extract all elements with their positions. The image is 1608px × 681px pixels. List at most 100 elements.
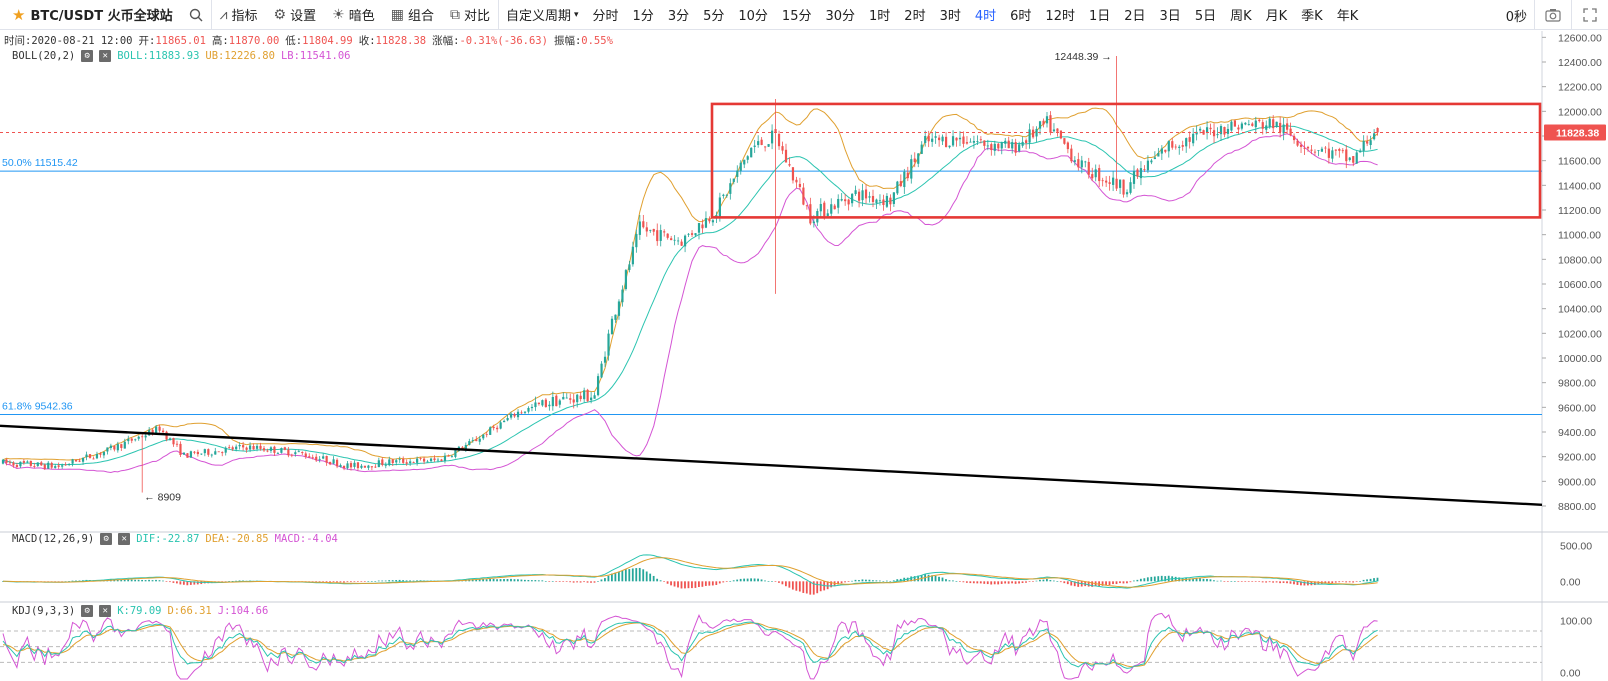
candle bbox=[95, 451, 99, 460]
period-tab[interactable]: 周K bbox=[1230, 9, 1252, 24]
candle-body bbox=[224, 447, 227, 453]
candle bbox=[1021, 136, 1024, 148]
macd-settings-icon[interactable]: ⚙ bbox=[100, 533, 113, 545]
macd-histogram-bar bbox=[144, 580, 147, 582]
candle bbox=[1122, 179, 1125, 198]
boll-close-icon[interactable]: ✕ bbox=[99, 50, 112, 62]
candle bbox=[506, 414, 509, 422]
compare-button[interactable]: ⧉ 对比 bbox=[442, 0, 498, 30]
star-icon[interactable]: ★ bbox=[12, 5, 26, 24]
candle-body bbox=[1188, 137, 1191, 142]
kdj-close-icon[interactable]: ✕ bbox=[99, 605, 112, 617]
period-tab[interactable]: 4时 bbox=[974, 9, 997, 24]
period-tab[interactable]: 6时 bbox=[1010, 9, 1032, 24]
macd-histogram-bar bbox=[642, 569, 645, 582]
candle bbox=[1129, 177, 1132, 195]
candle bbox=[1139, 161, 1143, 186]
candle-body bbox=[151, 429, 154, 434]
layout-icon: ▦ bbox=[390, 6, 404, 23]
period-tab[interactable]: 12时 bbox=[1045, 9, 1075, 24]
candle bbox=[26, 460, 29, 464]
period-tab[interactable]: 5日 bbox=[1194, 9, 1217, 24]
boll-settings-icon[interactable]: ⚙ bbox=[81, 50, 94, 62]
chart-canvas[interactable]: 12600.0012400.0012200.0012000.0011800.00… bbox=[0, 31, 1608, 681]
candle bbox=[1331, 146, 1334, 163]
kdj-settings-icon[interactable]: ⚙ bbox=[81, 605, 94, 617]
macd-histogram-bar bbox=[1004, 581, 1007, 584]
candle-body bbox=[558, 400, 561, 405]
macd-histogram-bar bbox=[558, 581, 561, 582]
candle bbox=[405, 459, 408, 466]
macd-histogram-bar bbox=[1087, 581, 1090, 587]
candle bbox=[120, 443, 123, 452]
macd-histogram-bar bbox=[1265, 581, 1268, 583]
macd-histogram-bar bbox=[137, 579, 140, 582]
candle-body bbox=[1247, 124, 1250, 125]
macd-histogram-bar bbox=[489, 578, 491, 582]
fullscreen-icon[interactable] bbox=[1572, 0, 1608, 30]
candle bbox=[308, 453, 311, 458]
macd-histogram-bar bbox=[670, 581, 672, 586]
candle-body bbox=[1042, 120, 1045, 125]
candle-body bbox=[910, 159, 913, 179]
macd-histogram-bar bbox=[621, 570, 624, 582]
period-tab[interactable]: 2日 bbox=[1124, 9, 1146, 24]
candle-body bbox=[478, 438, 481, 442]
camera-icon[interactable] bbox=[1535, 0, 1571, 30]
period-tab[interactable]: 5分 bbox=[703, 9, 725, 24]
candle-body bbox=[304, 453, 307, 457]
indicator-button[interactable]: ⩘ 指标 bbox=[212, 0, 266, 30]
candle bbox=[297, 449, 300, 453]
macd-histogram-bar bbox=[127, 579, 130, 582]
candle bbox=[1306, 145, 1310, 152]
sun-button[interactable]: ☀ 暗色 bbox=[324, 0, 383, 30]
search-icon[interactable] bbox=[181, 0, 211, 30]
period-tab[interactable]: 年K bbox=[1336, 9, 1359, 24]
candle-body bbox=[318, 458, 321, 460]
period-tab[interactable]: 30分 bbox=[825, 9, 856, 24]
period-tab[interactable]: 3分 bbox=[667, 9, 690, 24]
candle-body bbox=[301, 452, 304, 454]
period-tab[interactable]: 1日 bbox=[1088, 9, 1111, 24]
macd-close-icon[interactable]: ✕ bbox=[118, 533, 131, 545]
candle bbox=[1007, 136, 1010, 149]
candle-body bbox=[938, 137, 941, 141]
gear-button[interactable]: ⚙ 设置 bbox=[266, 0, 325, 30]
period-tab[interactable]: 15分 bbox=[781, 9, 812, 24]
candle bbox=[774, 99, 777, 294]
candle bbox=[621, 285, 624, 307]
period-tab[interactable]: 10分 bbox=[738, 9, 768, 24]
candle bbox=[1376, 127, 1379, 136]
macd-histogram-bar bbox=[1174, 576, 1177, 582]
candle-body bbox=[986, 145, 989, 147]
period-tab[interactable]: 1时 bbox=[869, 9, 891, 24]
candle-body bbox=[1219, 126, 1223, 135]
period-tab[interactable]: 1分 bbox=[632, 9, 654, 24]
candle-body bbox=[1348, 157, 1351, 161]
candle-body bbox=[1, 459, 5, 464]
period-tab[interactable]: 3时 bbox=[939, 9, 961, 24]
period-tab[interactable]: 月K bbox=[1265, 9, 1288, 24]
candle-body bbox=[384, 464, 387, 466]
macd-histogram-bar bbox=[353, 581, 356, 582]
period-tab[interactable]: 季K bbox=[1301, 9, 1323, 24]
candle bbox=[161, 428, 165, 434]
candle-body bbox=[718, 197, 721, 217]
candle-body bbox=[854, 190, 857, 195]
macd-histogram-bar bbox=[548, 581, 551, 582]
symbol-selector[interactable]: ★ BTC/USDT 火币全球站 bbox=[0, 0, 181, 30]
custom-period-button[interactable]: 自定义周期 ▾ bbox=[499, 0, 586, 30]
y-tick-label: 9600.00 bbox=[1558, 402, 1596, 414]
period-tab[interactable]: 2时 bbox=[904, 9, 926, 24]
candle bbox=[944, 132, 948, 148]
layout-button[interactable]: ▦ 组合 bbox=[383, 0, 442, 30]
candle bbox=[941, 134, 944, 146]
macd-histogram-bar bbox=[990, 581, 993, 585]
candle-body bbox=[248, 445, 252, 450]
boll-middle-band bbox=[2, 125, 1378, 466]
period-tab[interactable]: 3日 bbox=[1159, 9, 1181, 24]
candle bbox=[1080, 155, 1083, 174]
candle bbox=[248, 442, 252, 453]
period-tab[interactable]: 分时 bbox=[592, 9, 619, 24]
macd-histogram-bar bbox=[617, 571, 620, 582]
